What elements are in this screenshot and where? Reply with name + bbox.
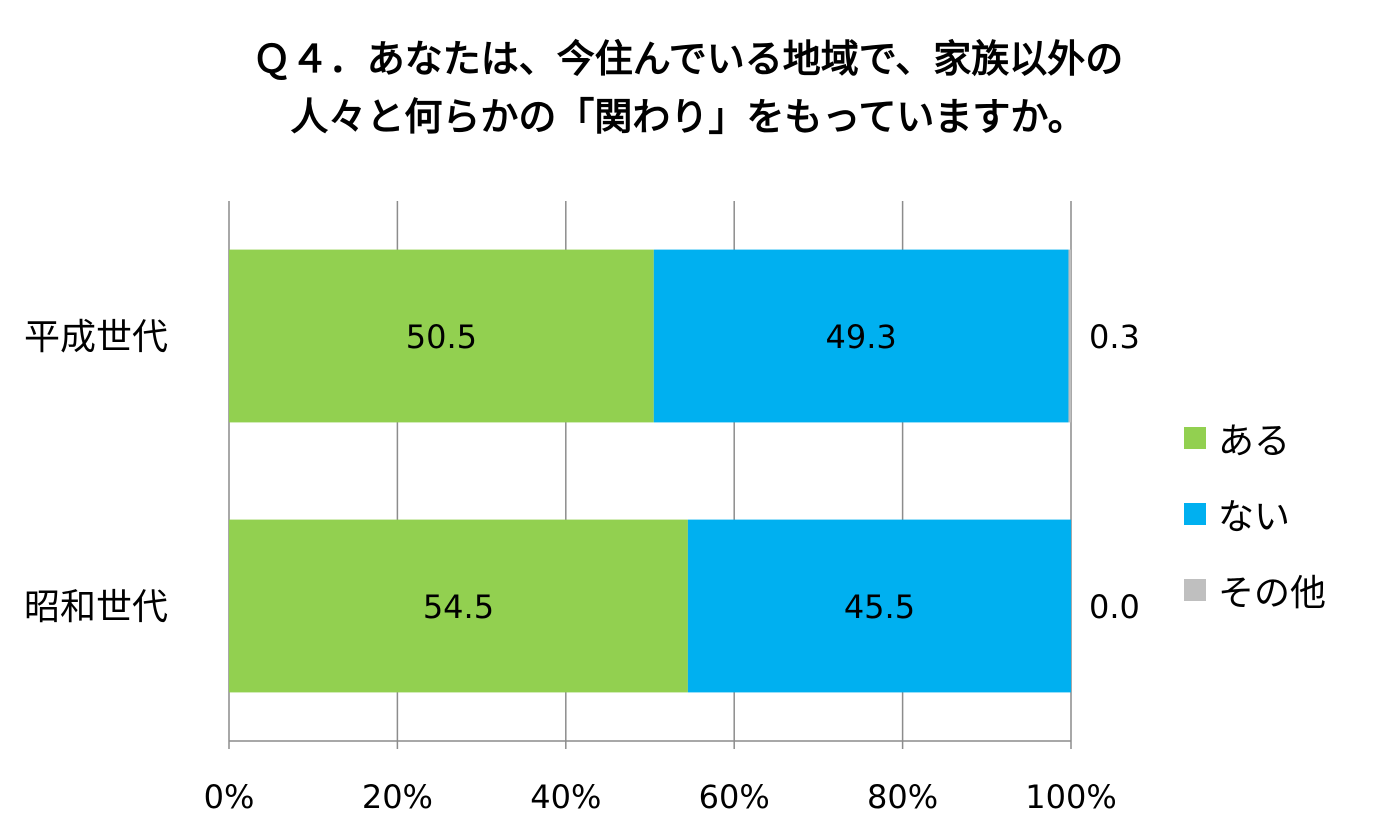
data-label-1-1: 45.5 [844,588,915,626]
bar-2-0 [1068,249,1071,423]
data-label-1-0: 49.3 [826,318,897,356]
data-label-0-0: 50.5 [406,318,477,356]
legend-swatch-aru [1184,427,1206,449]
y-category-label-0: 平成世代 [24,317,168,358]
bar-0-1 [229,519,688,693]
x-tick-label-3: 60% [699,778,770,816]
bar-0-0 [229,249,654,423]
chart-title-line-2: 人々と何らかの「関わり」をもっていますか。 [290,95,1086,139]
bar-1-0 [653,249,1069,423]
chart-title-line-1: Ｑ４．あなたは、今住んでいる地域で、家族以外の [252,37,1124,81]
y-category-label-1: 昭和世代 [24,587,168,628]
legend-swatch-nai [1184,503,1206,525]
legend-swatch-sonota [1184,579,1206,601]
x-tick-label-2: 40% [530,778,601,816]
legend-item-sonota: その他 [1184,552,1326,628]
chart-legend: ある ない その他 [1184,400,1326,628]
legend-item-nai: ない [1184,476,1326,552]
data-label-0-1: 54.5 [423,588,494,626]
legend-item-aru: ある [1184,400,1326,476]
legend-label-sonota: その他 [1218,573,1327,614]
legend-label-aru: ある [1218,421,1291,462]
bar-1-1 [687,519,1071,693]
data-label-2-1: 0.0 [1089,588,1140,626]
legend-label-nai: ない [1218,497,1291,538]
data-label-2-0: 0.3 [1089,318,1140,356]
x-tick-label-4: 80% [867,778,938,816]
chart-title: Ｑ４．あなたは、今住んでいる地域で、家族以外の 人々と何らかの「関わり」をもって… [0,30,1376,146]
x-tick-label-0: 0% [204,778,255,816]
x-tick-label-5: 100% [1025,778,1116,816]
x-tick-label-1: 20% [362,778,433,816]
